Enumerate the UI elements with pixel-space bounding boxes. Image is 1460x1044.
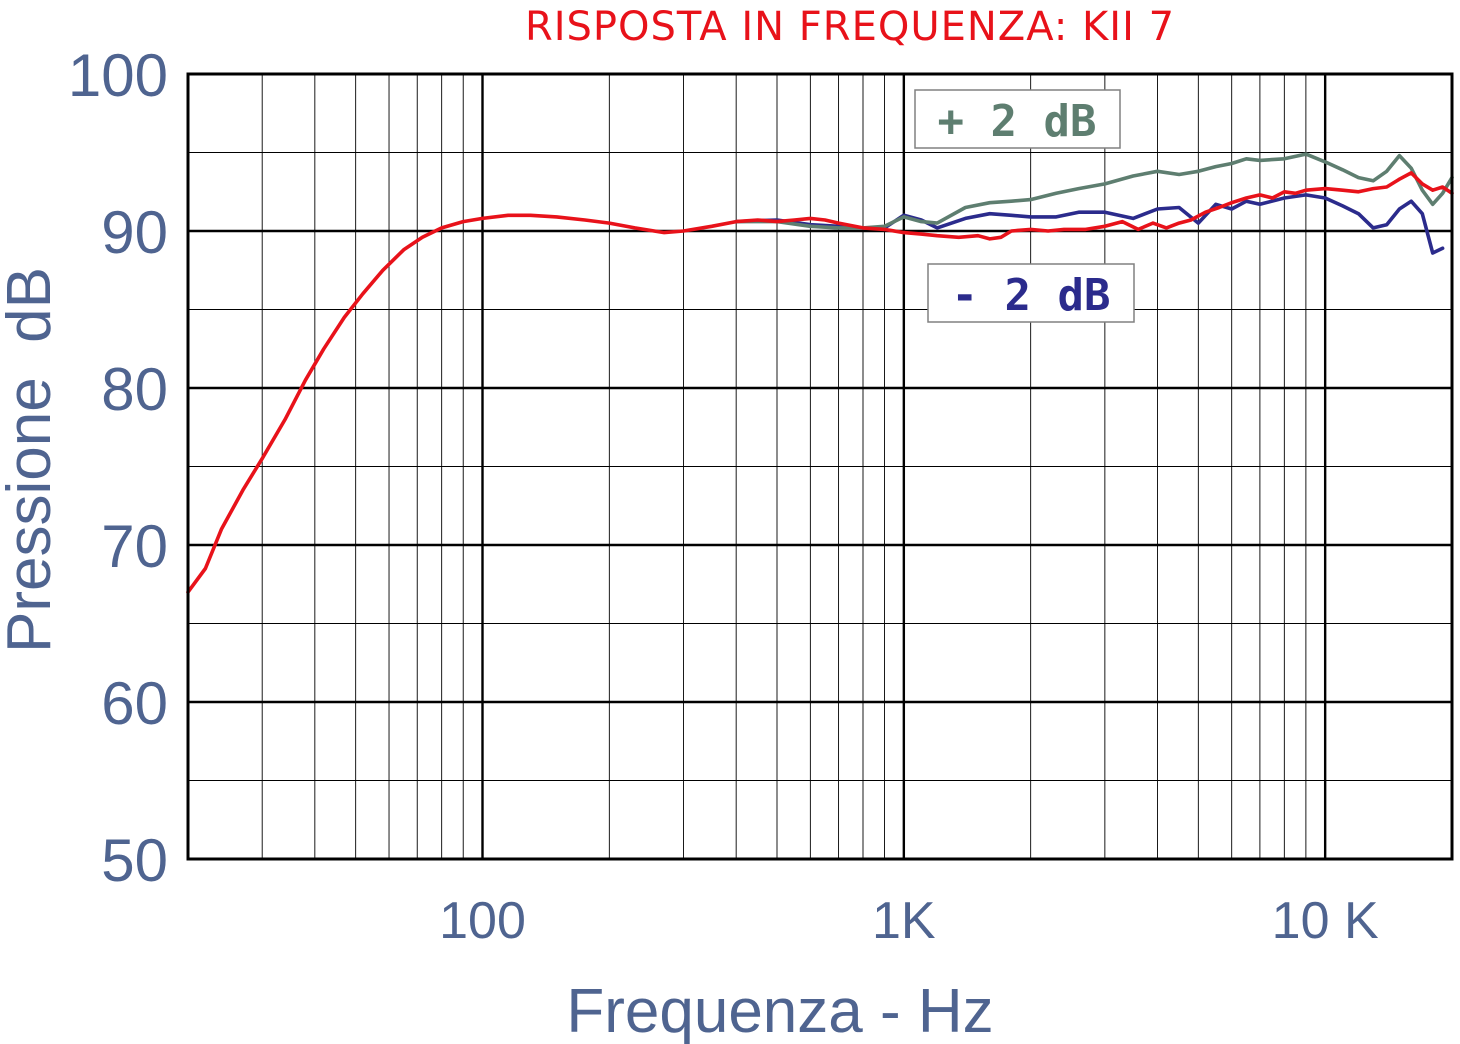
series-line-2	[734, 152, 1454, 230]
y-tick-label: 50	[101, 827, 168, 894]
minus-2db-annotation-label: - 2 dB	[952, 270, 1111, 321]
minor-gridlines	[188, 74, 1452, 859]
major-gridlines	[188, 74, 1452, 859]
series-line-0	[186, 171, 1454, 594]
series-layer	[186, 152, 1454, 594]
y-tick-label: 70	[101, 513, 168, 580]
x-tick-label: 10 K	[1272, 892, 1379, 950]
y-axis-ticks: 100 90 80 70 60 50	[68, 42, 168, 894]
x-tick-label: 100	[439, 892, 526, 950]
chart-title: RISPOSTA IN FREQUENZA: KII 7	[525, 4, 1175, 50]
y-tick-label: 60	[101, 670, 168, 737]
x-tick-label: 1K	[872, 892, 936, 950]
plus-2db-annotation-box	[914, 89, 1121, 149]
plot-frame	[186, 72, 1454, 861]
x-axis-label: Frequenza - Hz	[566, 977, 993, 1044]
x-axis-ticks: 100 1K 10 K	[439, 892, 1379, 950]
y-tick-label: 90	[101, 199, 168, 266]
minus-2db-annotation: - 2 dB	[927, 263, 1135, 323]
plus-2db-annotation-label: + 2 dB	[938, 96, 1097, 147]
minus-2db-annotation-box	[927, 263, 1135, 323]
plus-2db-annotation: + 2 dB	[914, 89, 1121, 149]
y-tick-label: 100	[68, 42, 168, 109]
y-tick-label: 80	[101, 356, 168, 423]
y-axis-label: Pressione dB	[0, 267, 64, 653]
